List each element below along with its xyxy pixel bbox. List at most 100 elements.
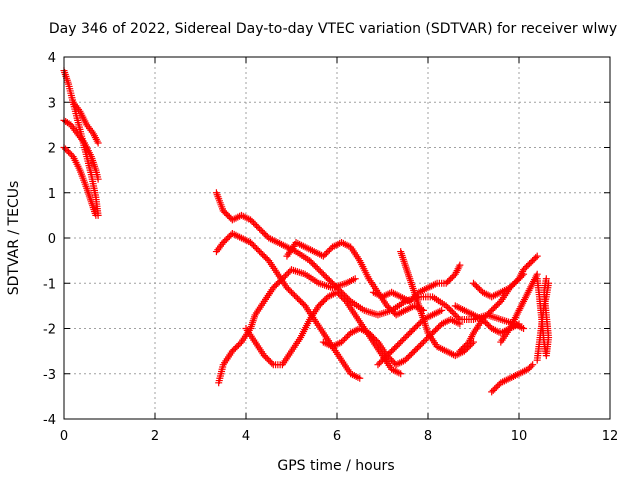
data-point-marker <box>321 251 329 259</box>
data-point-marker <box>65 148 73 156</box>
data-point-marker <box>388 356 396 364</box>
x-axis-label: GPS time / hours <box>277 458 394 474</box>
data-point-marker <box>257 249 265 257</box>
data-point-marker <box>339 294 347 302</box>
data-point-marker <box>409 349 417 357</box>
data-point-marker <box>412 291 420 299</box>
data-point-marker <box>341 335 349 343</box>
data-point-marker <box>284 285 292 293</box>
data-point-marker <box>321 296 329 304</box>
y-tick-label: 3 <box>48 96 56 111</box>
data-point-marker <box>444 303 452 311</box>
data-point-marker <box>374 361 382 369</box>
x-tick-label: 4 <box>242 429 250 444</box>
data-point-marker <box>291 291 299 299</box>
data-point-marker <box>259 228 267 236</box>
data-point-marker <box>391 344 399 352</box>
data-point-marker <box>63 147 71 155</box>
x-tick-label: 6 <box>333 429 341 444</box>
data-point-marker <box>506 284 514 292</box>
data-point-marker <box>351 275 359 283</box>
data-point-marker <box>406 297 414 305</box>
data-point-marker <box>256 248 264 256</box>
chart-title: Day 346 of 2022, Sidereal Day-to-day VTE… <box>49 21 617 37</box>
data-point-marker <box>416 318 424 326</box>
data-point-marker <box>389 308 397 316</box>
data-point-marker <box>262 353 270 361</box>
data-point-marker <box>392 343 400 351</box>
data-point-marker <box>248 240 256 248</box>
data-point-marker <box>542 275 550 283</box>
data-point-marker <box>416 341 424 349</box>
data-point-marker <box>397 370 405 378</box>
data-point-marker <box>318 269 326 277</box>
data-point-marker <box>222 210 230 218</box>
data-point-marker <box>298 299 306 307</box>
data-point-marker <box>451 311 459 319</box>
data-point-marker <box>470 279 477 287</box>
data-point-marker <box>277 276 285 284</box>
data-point-marker <box>418 340 426 348</box>
data-point-marker <box>386 349 394 357</box>
data-point-marker <box>401 334 409 342</box>
data-point-marker <box>369 334 377 342</box>
data-point-marker <box>377 358 385 366</box>
data-point-marker <box>222 236 230 244</box>
data-point-marker <box>280 273 288 281</box>
data-point-marker <box>294 294 302 302</box>
data-point-marker <box>319 297 327 305</box>
data-point-marker <box>224 211 232 219</box>
data-point-marker <box>460 343 468 351</box>
data-point-marker <box>263 355 271 363</box>
data-point-marker <box>307 258 315 266</box>
data-point-marker <box>322 249 330 257</box>
data-point-marker <box>389 358 397 366</box>
data-point-marker <box>247 216 255 224</box>
data-point-marker <box>310 261 318 269</box>
data-point-marker <box>419 338 427 346</box>
data-point-marker <box>344 332 352 340</box>
data-point-marker <box>284 269 292 277</box>
data-point-marker <box>257 226 265 234</box>
data-point-marker <box>512 278 520 286</box>
data-point-marker <box>438 306 446 314</box>
data-point-marker <box>315 302 323 310</box>
data-point-marker <box>297 297 305 305</box>
data-point-marker <box>266 358 274 366</box>
data-point-marker <box>259 251 267 259</box>
data-point-marker <box>527 258 535 266</box>
data-point-marker <box>526 260 534 268</box>
data-point-marker <box>247 239 255 247</box>
data-point-marker <box>448 308 456 316</box>
data-point-marker <box>366 331 374 339</box>
data-point-marker <box>410 347 418 355</box>
data-point-marker <box>272 281 280 289</box>
data-point-marker <box>507 282 515 290</box>
data-point-marker <box>394 341 402 349</box>
data-point-marker <box>410 325 418 332</box>
data-point-marker <box>447 275 455 283</box>
data-point-marker <box>250 219 258 227</box>
data-point-marker <box>476 285 484 293</box>
data-point-marker <box>491 303 499 311</box>
data-point-marker <box>530 255 538 263</box>
data-point-marker <box>533 252 541 260</box>
data-point-marker <box>520 266 528 274</box>
data-point-marker <box>488 388 496 396</box>
data-point-marker <box>368 332 376 340</box>
data-point-marker <box>395 340 403 348</box>
data-point-marker <box>401 356 409 364</box>
data-point-marker <box>319 270 327 278</box>
data-point-marker <box>480 317 488 325</box>
data-point-marker <box>485 309 493 317</box>
data-point-marker <box>492 383 500 391</box>
data-point-marker <box>383 352 391 360</box>
data-point-marker <box>398 337 406 345</box>
data-point-marker <box>473 282 481 290</box>
data-point-marker <box>386 305 394 313</box>
y-tick-label: -2 <box>43 323 56 338</box>
data-point-marker <box>325 246 333 254</box>
data-point-marker <box>271 282 279 290</box>
data-point-marker <box>228 347 236 355</box>
